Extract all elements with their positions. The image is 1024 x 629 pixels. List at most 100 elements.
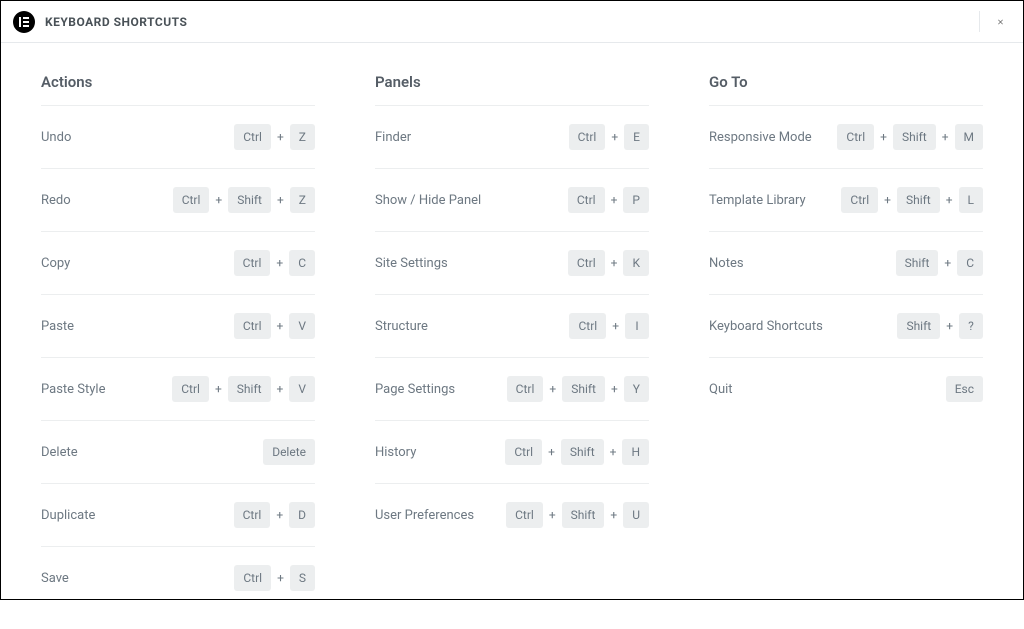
shortcut-keys: Ctrl + D (234, 502, 315, 528)
shortcut-keys: Ctrl+K (568, 250, 649, 276)
elementor-logo-icon (13, 11, 35, 33)
shortcut-label: User Preferences (375, 508, 474, 523)
keyboard-key: ? (959, 313, 983, 339)
keyboard-key: Ctrl (841, 187, 878, 213)
keyboard-key: K (623, 250, 649, 276)
keyboard-key: S (290, 565, 315, 591)
shortcut-label: Notes (709, 256, 744, 271)
shortcut-label: Copy (41, 256, 70, 271)
keyboard-key: Shift (228, 376, 271, 402)
shortcut-label: Responsive Mode (709, 130, 812, 145)
keyboard-key: V (289, 313, 315, 339)
shortcut-keys: Ctrl + Z (234, 124, 315, 150)
key-separator: + (277, 130, 284, 144)
header-left: KEYBOARD SHORTCUTS (13, 11, 187, 33)
shortcut-keys: Ctrl+Shift+L (841, 187, 983, 213)
key-separator: + (549, 508, 556, 522)
key-separator: + (611, 256, 618, 270)
shortcut-row: Template Library Ctrl+Shift+L (709, 168, 983, 231)
keyboard-key: Ctrl (507, 376, 544, 402)
key-separator: + (942, 130, 949, 144)
shortcut-keys: Shift+? (897, 313, 983, 339)
keyboard-key: Shift (228, 187, 271, 213)
shortcut-keys: Ctrl+V (234, 313, 315, 339)
shortcut-row: Keyboard ShortcutsShift+? (709, 294, 983, 357)
key-separator: + (611, 130, 618, 144)
close-icon (998, 15, 1003, 29)
keyboard-key: Shift (562, 376, 605, 402)
dialog-header: KEYBOARD SHORTCUTS (1, 1, 1023, 43)
shortcut-row: DeleteDelete (41, 420, 315, 483)
keyboard-key: Shift (561, 439, 604, 465)
shortcut-row: RedoCtrl+Shift+Z (41, 168, 315, 231)
keyboard-key: Ctrl (234, 502, 271, 528)
keyboard-key: Shift (897, 187, 940, 213)
shortcut-keys: Ctrl+Shift+U (506, 502, 649, 528)
section-title: Go To (709, 73, 983, 91)
shortcut-label: Undo (41, 130, 71, 145)
keyboard-key: P (623, 187, 649, 213)
key-separator: + (276, 256, 283, 270)
shortcut-keys: Ctrl+I (569, 313, 649, 339)
shortcut-label: Show / Hide Panel (375, 193, 481, 208)
shortcut-label: Site Settings (375, 256, 448, 271)
shortcut-keys: Ctrl+C (234, 250, 315, 276)
key-separator: + (276, 508, 283, 522)
key-separator: + (277, 382, 284, 396)
shortcut-row: QuitEsc (709, 357, 983, 420)
keyboard-key: I (625, 313, 649, 339)
shortcut-keys: Shift+C (896, 250, 983, 276)
keyboard-key: H (622, 439, 649, 465)
section-title: Panels (375, 73, 649, 91)
keyboard-key: Ctrl (234, 313, 271, 339)
key-separator: + (880, 130, 887, 144)
shortcut-row: Paste StyleCtrl+Shift+V (41, 357, 315, 420)
shortcut-column: Go To Responsive Mode Ctrl + Shift + M Template… (709, 73, 983, 609)
key-separator: + (215, 193, 222, 207)
shortcut-row: PasteCtrl+V (41, 294, 315, 357)
shortcut-column: Actions Undo Ctrl + Z Redo Ctrl + Shift + Z Copy Ctr… (41, 73, 315, 609)
shortcut-keys: Ctrl+Shift+H (505, 439, 649, 465)
shortcut-row: Finder Ctrl+E (375, 105, 649, 168)
keyboard-key: Y (624, 376, 649, 402)
keyboard-key: Z (290, 124, 315, 150)
key-separator: + (611, 193, 618, 207)
shortcut-keys: Ctrl+Shift+Y (507, 376, 649, 402)
keyboard-key: C (289, 250, 315, 276)
shortcut-label: Duplicate (41, 508, 95, 523)
keyboard-key: D (289, 502, 315, 528)
shortcut-label: Redo (41, 193, 71, 208)
shortcut-label: Save (41, 571, 69, 586)
keyboard-key: Ctrl (505, 439, 542, 465)
key-separator: + (610, 508, 617, 522)
key-separator: + (946, 319, 953, 333)
close-button[interactable] (979, 11, 1003, 32)
keyboard-key: M (955, 124, 983, 150)
shortcut-label: Template Library (709, 193, 806, 208)
keyboard-key: Shift (896, 250, 939, 276)
shortcut-keys: Esc (946, 376, 983, 402)
keyboard-key: Ctrl (173, 187, 210, 213)
keyboard-key: Ctrl (569, 313, 606, 339)
keyboard-key: L (959, 187, 983, 213)
section-title: Actions (41, 73, 315, 91)
shortcut-row: Duplicate Ctrl + D (41, 483, 315, 546)
dialog-title: KEYBOARD SHORTCUTS (45, 15, 187, 29)
keyboard-key: Z (290, 187, 315, 213)
key-separator: + (215, 382, 222, 396)
shortcut-keys: Ctrl+E (569, 124, 649, 150)
shortcut-label: Paste Style (41, 382, 105, 397)
shortcuts-content: Actions Undo Ctrl + Z Redo Ctrl + Shift + Z Copy Ctr… (1, 43, 1023, 629)
shortcut-row: Notes Shift+C (709, 231, 983, 294)
keyboard-key: Ctrl (234, 124, 271, 150)
shortcut-row: Responsive ModeCtrl+Shift+M (709, 105, 983, 168)
key-separator: + (277, 571, 284, 585)
keyboard-key: U (623, 502, 649, 528)
shortcut-keys: Ctrl+Shift+Z (173, 187, 315, 213)
key-separator: + (611, 382, 618, 396)
shortcut-label: Finder (375, 130, 411, 145)
shortcut-label: Page Settings (375, 382, 455, 397)
shortcut-row: CopyCtrl+C (41, 231, 315, 294)
keyboard-key: V (289, 376, 315, 402)
shortcut-row: User PreferencesCtrl+Shift+U (375, 483, 649, 546)
